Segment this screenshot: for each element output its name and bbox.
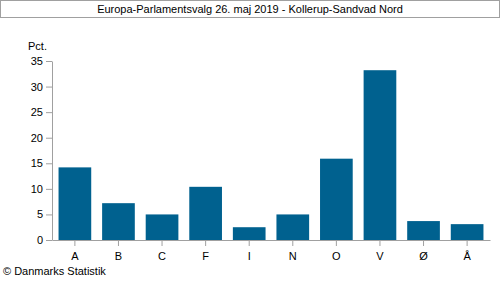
y-axis-title: Pct. [28,40,47,52]
y-tick-label: 30 [31,81,43,93]
y-tick-label: 0 [37,234,43,246]
bar [59,167,92,240]
bar [146,214,179,240]
bar [364,70,397,240]
y-tick-mark [46,61,52,62]
y-tick-label: 15 [31,157,43,169]
x-tick: N [289,240,297,262]
x-tick-label: Ø [419,250,428,262]
x-tick-label: F [202,250,209,262]
y-tick: 30 [31,81,52,93]
x-tick-label: A [71,250,79,262]
x-tick-mark [336,240,337,246]
x-tick: C [158,240,166,262]
x-tick: Å [463,240,471,262]
bar [320,159,353,240]
y-tick-label: 10 [31,183,43,195]
y-tick: 35 [31,55,52,67]
x-tick: Ø [419,240,428,262]
x-tick-label: C [158,250,166,262]
y-tick-mark [46,138,52,139]
y-axis-line [52,62,53,241]
y-tick-label: 35 [31,55,43,67]
y-tick-mark [46,189,52,190]
y-tick-mark [46,112,52,113]
y-axis: 0 5 10 15 20 25 30 35 [31,55,53,246]
plot: 0 5 10 15 20 25 30 35 A B C F I N O V Ø Å [31,55,491,262]
title: Europa-Parlamentsvalg 26. maj 2019 - Kol… [97,3,403,15]
bar [276,214,309,240]
x-tick-label: Å [463,250,471,262]
bar [102,203,135,240]
x-axis: ABCFINOVØÅ [53,240,491,262]
x-tick-mark [205,240,206,246]
chart: Europa-Parlamentsvalg 26. maj 2019 - Kol… [0,0,500,282]
y-tick-label: 5 [37,208,43,220]
bar [451,224,484,240]
source: © Danmarks Statistik [3,265,106,277]
bar [407,221,440,240]
x-tick: I [248,240,251,262]
x-tick-mark [467,240,468,246]
y-tick-label: 20 [31,132,43,144]
x-tick-mark [249,240,250,246]
y-tick-mark [46,214,52,215]
x-tick-label: O [332,250,341,262]
x-tick-label: B [115,250,122,262]
bar [189,187,222,240]
x-tick-mark [423,240,424,246]
x-tick-mark [162,240,163,246]
y-tick: 0 [37,234,52,246]
x-tick-label: I [248,250,251,262]
x-tick-mark [379,240,380,246]
x-tick-mark [118,240,119,246]
x-tick: B [115,240,122,262]
y-tick-mark [46,87,52,88]
x-tick-mark [74,240,75,246]
x-tick: F [202,240,209,262]
bar [233,227,266,240]
x-tick-label: V [376,250,384,262]
x-tick: O [332,240,341,262]
y-tick: 15 [31,157,52,169]
y-tick: 20 [31,132,52,144]
x-tick: A [71,240,79,262]
bars [59,70,484,240]
y-tick-mark [46,240,52,241]
y-tick: 5 [37,208,52,220]
y-tick: 25 [31,106,52,118]
y-tick: 10 [31,183,52,195]
x-tick: V [376,240,384,262]
y-tick-mark [46,163,52,164]
x-tick-mark [292,240,293,246]
x-tick-label: N [289,250,297,262]
title-frame [1,1,500,18]
y-tick-label: 25 [31,106,43,118]
